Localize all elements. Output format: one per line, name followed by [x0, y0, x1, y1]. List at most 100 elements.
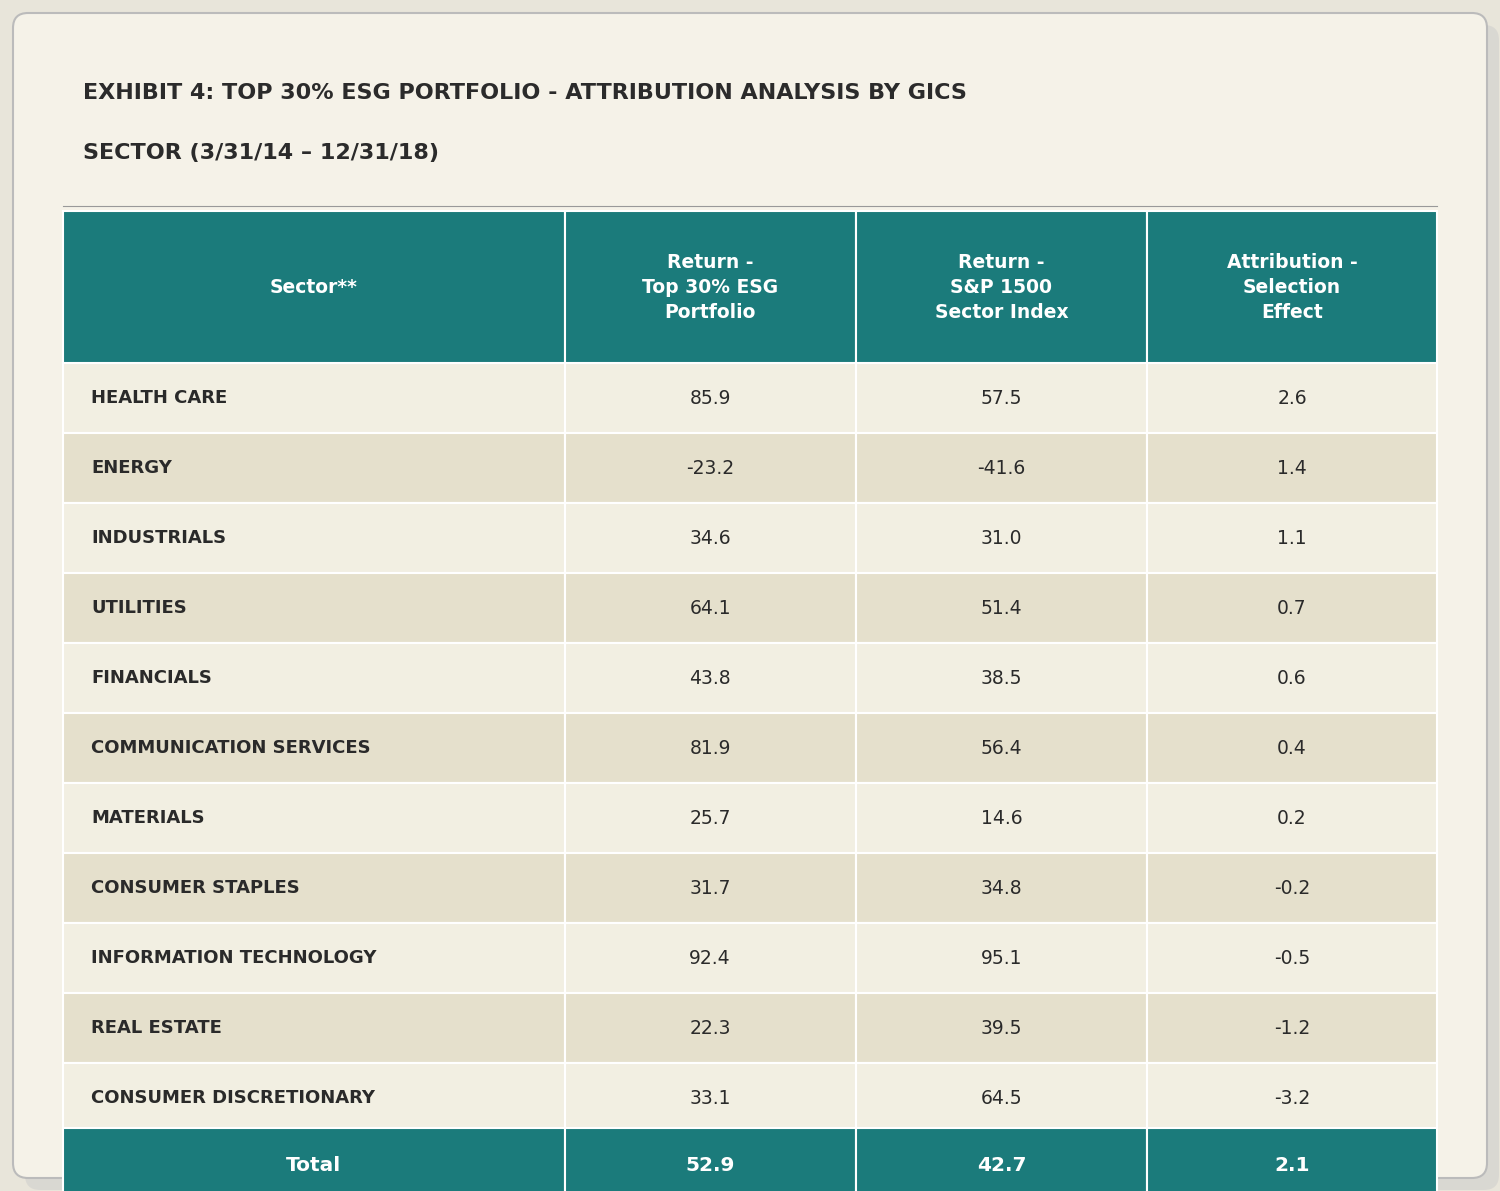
Text: 52.9: 52.9: [686, 1156, 735, 1176]
Bar: [63, 782, 564, 853]
Text: 2.1: 2.1: [1275, 1156, 1310, 1176]
Text: 42.7: 42.7: [976, 1156, 1026, 1176]
Bar: [856, 1064, 1148, 1133]
Text: Total: Total: [286, 1156, 342, 1176]
Bar: [1148, 782, 1437, 853]
Text: 85.9: 85.9: [690, 388, 730, 407]
Bar: [856, 503, 1148, 573]
Bar: [1148, 643, 1437, 713]
Bar: [63, 363, 564, 434]
Text: -0.2: -0.2: [1274, 879, 1310, 898]
Bar: [1148, 573, 1437, 643]
Text: 51.4: 51.4: [981, 599, 1023, 617]
Bar: [63, 573, 564, 643]
Text: 0.4: 0.4: [1276, 738, 1306, 757]
Text: Return -
Top 30% ESG
Portfolio: Return - Top 30% ESG Portfolio: [642, 252, 778, 322]
Bar: [564, 503, 856, 573]
Text: CONSUMER DISCRETIONARY: CONSUMER DISCRETIONARY: [92, 1089, 375, 1106]
Text: EXHIBIT 4: TOP 30% ESG PORTFOLIO - ATTRIBUTION ANALYSIS BY GICS: EXHIBIT 4: TOP 30% ESG PORTFOLIO - ATTRI…: [82, 83, 968, 102]
Text: FINANCIALS: FINANCIALS: [92, 669, 212, 687]
Bar: [1148, 503, 1437, 573]
Text: 0.2: 0.2: [1276, 809, 1306, 828]
Text: 25.7: 25.7: [690, 809, 730, 828]
Text: COMMUNICATION SERVICES: COMMUNICATION SERVICES: [92, 738, 370, 757]
Bar: [63, 1064, 564, 1133]
Bar: [856, 853, 1148, 923]
Bar: [564, 434, 856, 503]
Bar: [856, 1128, 1148, 1191]
Bar: [1148, 993, 1437, 1064]
Text: 95.1: 95.1: [981, 948, 1022, 967]
Text: INDUSTRIALS: INDUSTRIALS: [92, 529, 226, 547]
Bar: [1148, 211, 1437, 363]
Bar: [564, 853, 856, 923]
Text: 34.8: 34.8: [981, 879, 1023, 898]
Text: 0.6: 0.6: [1276, 668, 1306, 687]
Bar: [564, 1064, 856, 1133]
Bar: [564, 643, 856, 713]
Text: INFORMATION TECHNOLOGY: INFORMATION TECHNOLOGY: [92, 949, 376, 967]
Text: 56.4: 56.4: [981, 738, 1023, 757]
Bar: [1148, 853, 1437, 923]
Text: 2.6: 2.6: [1276, 388, 1306, 407]
Bar: [63, 434, 564, 503]
Bar: [1148, 434, 1437, 503]
Text: UTILITIES: UTILITIES: [92, 599, 186, 617]
Text: 31.0: 31.0: [981, 529, 1022, 548]
Bar: [856, 713, 1148, 782]
Text: -1.2: -1.2: [1274, 1018, 1310, 1037]
Text: 64.1: 64.1: [690, 599, 730, 617]
Bar: [564, 573, 856, 643]
Text: 92.4: 92.4: [690, 948, 730, 967]
Text: 81.9: 81.9: [690, 738, 730, 757]
Bar: [1148, 1128, 1437, 1191]
Text: 14.6: 14.6: [981, 809, 1023, 828]
Text: 43.8: 43.8: [690, 668, 730, 687]
FancyBboxPatch shape: [26, 25, 1498, 1190]
Bar: [564, 1128, 856, 1191]
Bar: [1148, 923, 1437, 993]
Text: ENERGY: ENERGY: [92, 459, 172, 478]
Text: REAL ESTATE: REAL ESTATE: [92, 1019, 222, 1037]
Text: 31.7: 31.7: [690, 879, 730, 898]
Bar: [1148, 1064, 1437, 1133]
Bar: [63, 1128, 564, 1191]
Bar: [856, 363, 1148, 434]
Text: Return -
S&P 1500
Sector Index: Return - S&P 1500 Sector Index: [934, 252, 1068, 322]
Bar: [1148, 713, 1437, 782]
Text: -41.6: -41.6: [978, 459, 1026, 478]
Text: 1.4: 1.4: [1276, 459, 1306, 478]
Bar: [856, 923, 1148, 993]
Bar: [856, 782, 1148, 853]
Text: Sector**: Sector**: [270, 278, 357, 297]
Bar: [564, 782, 856, 853]
Text: 57.5: 57.5: [981, 388, 1022, 407]
Text: 22.3: 22.3: [690, 1018, 730, 1037]
Text: SECTOR (3/31/14 – 12/31/18): SECTOR (3/31/14 – 12/31/18): [82, 143, 440, 163]
Text: -0.5: -0.5: [1274, 948, 1310, 967]
Bar: [564, 993, 856, 1064]
Text: 33.1: 33.1: [690, 1089, 730, 1108]
Text: 39.5: 39.5: [981, 1018, 1022, 1037]
Bar: [63, 643, 564, 713]
Bar: [564, 713, 856, 782]
Bar: [63, 713, 564, 782]
Bar: [856, 434, 1148, 503]
Text: 34.6: 34.6: [690, 529, 730, 548]
Text: 38.5: 38.5: [981, 668, 1022, 687]
Text: HEALTH CARE: HEALTH CARE: [92, 389, 228, 407]
Bar: [564, 363, 856, 434]
Bar: [856, 211, 1148, 363]
Bar: [63, 853, 564, 923]
Bar: [63, 503, 564, 573]
Text: Attribution -
Selection
Effect: Attribution - Selection Effect: [1227, 252, 1358, 322]
FancyBboxPatch shape: [13, 13, 1486, 1178]
Text: -3.2: -3.2: [1274, 1089, 1310, 1108]
Text: 1.1: 1.1: [1276, 529, 1306, 548]
Text: -23.2: -23.2: [686, 459, 734, 478]
Bar: [856, 643, 1148, 713]
Bar: [1148, 363, 1437, 434]
Text: 0.7: 0.7: [1276, 599, 1306, 617]
Bar: [63, 993, 564, 1064]
Bar: [856, 573, 1148, 643]
